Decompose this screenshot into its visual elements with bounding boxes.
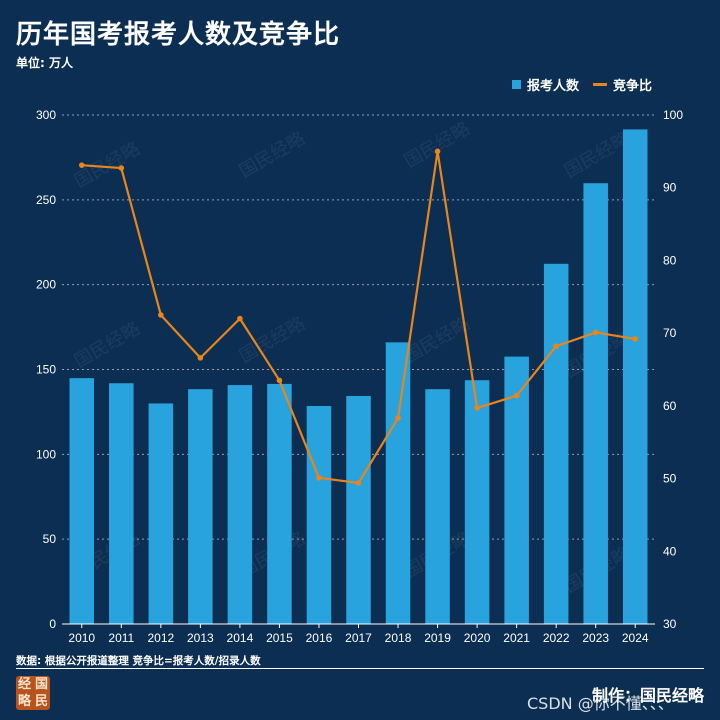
y-left-tick-label: 50 [43, 532, 57, 546]
bar [306, 405, 332, 624]
seal-char: 民 [34, 694, 48, 709]
y-right-tick-label: 100 [663, 108, 683, 122]
seal-logo: 经 国 略 民 [16, 676, 50, 710]
bar [148, 403, 174, 624]
x-tick-label: 2012 [147, 631, 174, 645]
x-tick-label: 2013 [187, 631, 214, 645]
bar [622, 129, 648, 624]
ratio-point [316, 475, 322, 481]
ratio-point [158, 312, 164, 318]
y-left-tick-label: 300 [36, 108, 56, 122]
seal-char: 略 [17, 694, 31, 709]
bar [109, 383, 134, 624]
chart-title: 历年国考报考人数及竞争比 [16, 20, 341, 50]
ratio-point [553, 343, 559, 350]
y-left-tick-label: 200 [36, 278, 56, 292]
x-tick-label: 2011 [108, 631, 134, 645]
x-tick-label: 2024 [622, 631, 649, 645]
bar [385, 342, 411, 624]
y-left-tick-label: 100 [36, 447, 56, 461]
x-tick-label: 2021 [503, 631, 530, 645]
watermark-text: 国民经略 [401, 118, 474, 172]
x-tick-label: 2020 [464, 631, 491, 645]
legend: 报考人数 竞争比 [512, 75, 652, 94]
ratio-point [632, 336, 639, 342]
x-tick-label: 2017 [345, 631, 372, 645]
y-right-tick-label: 50 [663, 472, 677, 486]
watermark-text: 国民经略 [236, 313, 309, 367]
seal-char: 经 [17, 677, 31, 692]
y-right-tick-label: 30 [663, 617, 677, 631]
x-tick-label: 2019 [424, 631, 451, 645]
ratio-point [118, 165, 125, 171]
x-tick-label: 2015 [266, 631, 293, 645]
legend-line-swatch [593, 83, 608, 86]
x-tick-label: 2022 [543, 631, 570, 645]
watermark-text: 国民经略 [236, 128, 309, 182]
x-tick-label: 2010 [68, 631, 95, 645]
ratio-point [513, 392, 520, 399]
ratio-point [276, 377, 283, 384]
bar [346, 395, 371, 624]
bar [425, 389, 450, 624]
maker-credit: 制作：国民经略 [591, 686, 704, 705]
seal-char: 国 [34, 677, 48, 692]
ratio-point [355, 480, 362, 486]
x-tick-label: 2018 [385, 631, 412, 645]
x-tick-label: 2014 [227, 631, 254, 645]
legend-bar-label: 报考人数 [527, 79, 580, 94]
bar [188, 389, 213, 624]
y-right-tick-label: 40 [663, 544, 677, 558]
x-tick-label: 2016 [306, 631, 333, 645]
footer-rule [16, 668, 704, 669]
legend-line-label: 竞争比 [613, 79, 653, 94]
ratio-point [592, 329, 599, 336]
watermark-text: 国民经略 [561, 128, 634, 182]
bar [464, 380, 490, 624]
ratio-point [434, 148, 441, 155]
bar [504, 356, 529, 624]
ratio-point [474, 405, 480, 411]
bar [583, 183, 608, 624]
y-right-tick-label: 70 [663, 326, 677, 340]
legend-bar-swatch [512, 80, 521, 89]
bar [69, 378, 95, 624]
bar [543, 263, 569, 624]
y-left-tick-label: 0 [49, 617, 56, 631]
ratio-point [78, 162, 85, 168]
ratio-point [197, 355, 204, 361]
bar [267, 383, 292, 624]
bar [227, 385, 253, 624]
y-left-tick-label: 150 [36, 363, 56, 377]
ratio-point [395, 415, 401, 422]
y-left-tick-label: 250 [36, 193, 56, 207]
y-right-tick-label: 90 [663, 181, 677, 195]
unit-label: 单位: 万人 [16, 56, 73, 70]
x-tick-label: 2023 [582, 631, 609, 645]
watermark-text: 国民经略 [71, 318, 144, 372]
y-right-tick-label: 60 [663, 399, 677, 413]
ratio-point [237, 315, 243, 322]
csdn-watermark: CSDN @你不懂、、、 [527, 694, 674, 713]
y-right-tick-label: 80 [663, 253, 677, 267]
footer-note: 数据: 根据公开报道整理 竞争比=报考人数/招录人数 [16, 655, 261, 667]
